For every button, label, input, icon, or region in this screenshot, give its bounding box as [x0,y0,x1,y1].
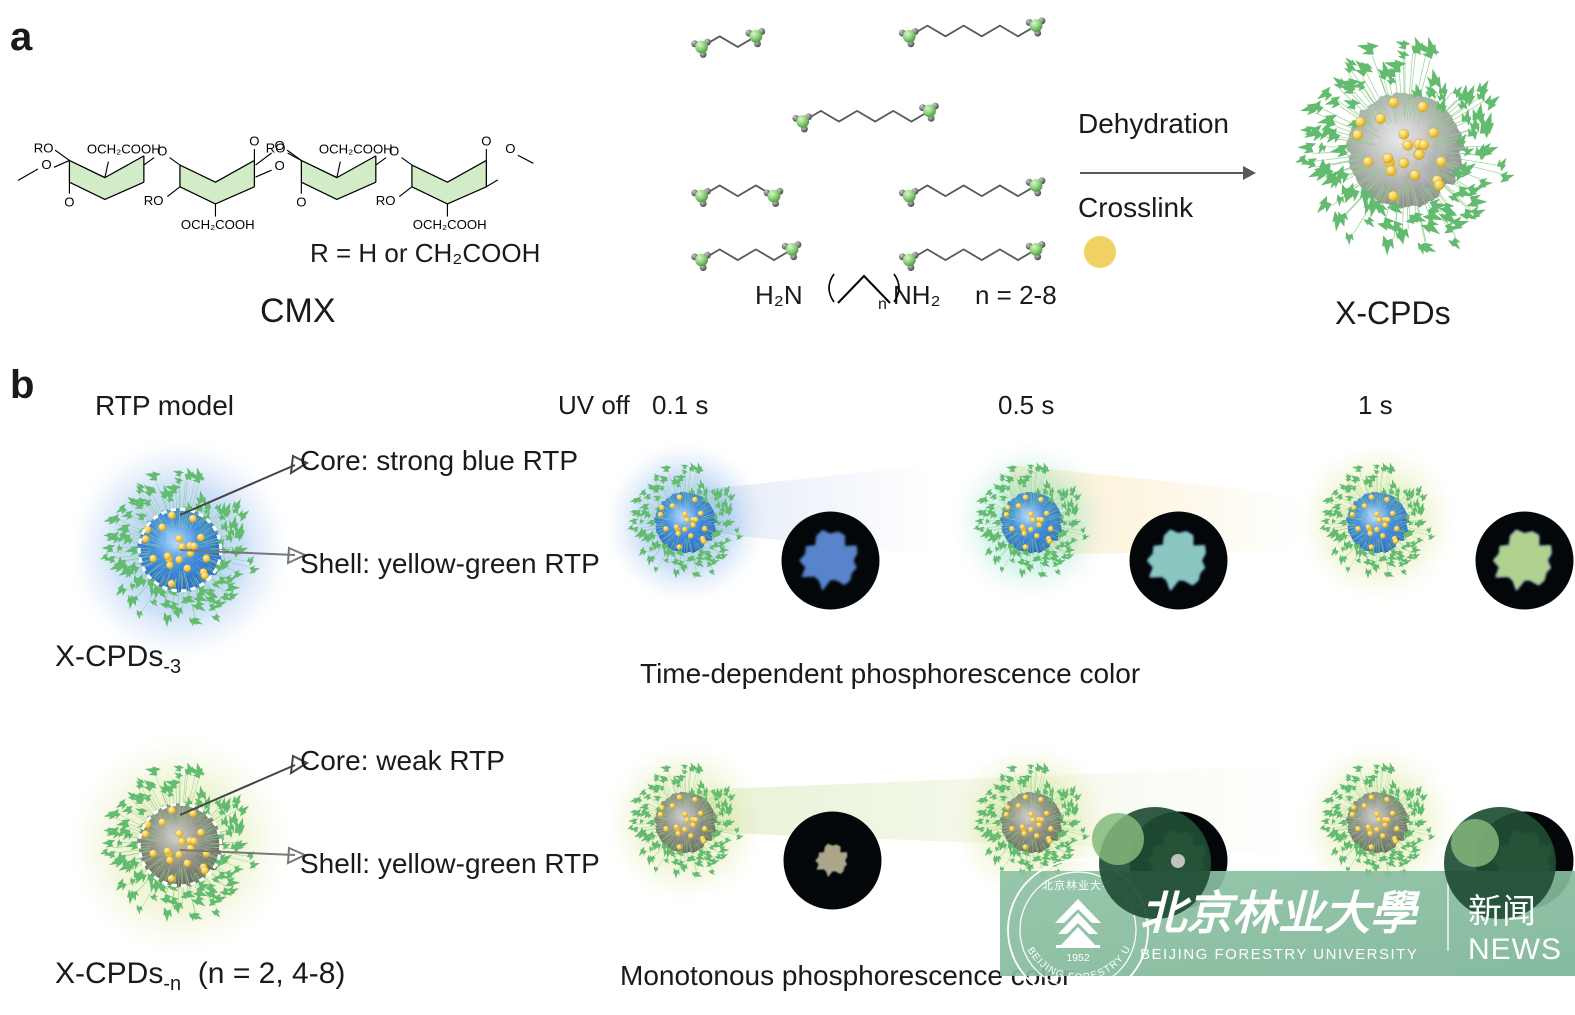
svg-text:北京林业大學: 北京林业大學 [1140,887,1421,939]
svg-text:O: O [157,143,167,158]
svg-text:O: O [64,194,74,209]
svg-text:RO: RO [376,193,396,208]
svg-text:RO: RO [34,140,54,155]
svg-text:O: O [505,141,515,156]
svg-text:O: O [296,194,306,209]
svg-text:新闻: 新闻 [1468,893,1536,931]
svg-text:1952: 1952 [1066,952,1090,964]
svg-text:RO: RO [266,140,286,155]
svg-text:RO: RO [144,193,164,208]
svg-text:BEIJING FORESTRY UNIVERSITY: BEIJING FORESTRY UNIVERSITY [1140,946,1418,963]
svg-text:O: O [41,157,51,172]
svg-text:NEWS: NEWS [1468,933,1562,966]
svg-text:O: O [249,134,259,149]
svg-text:O: O [481,134,491,149]
svg-text:OCH₂COOH: OCH₂COOH [319,142,393,157]
svg-text:OCH₂COOH: OCH₂COOH [181,217,255,232]
svg-text:OCH₂COOH: OCH₂COOH [413,217,487,232]
svg-text:OCH₂COOH: OCH₂COOH [87,142,161,157]
svg-text:O: O [389,143,399,158]
svg-text:O: O [274,158,284,173]
